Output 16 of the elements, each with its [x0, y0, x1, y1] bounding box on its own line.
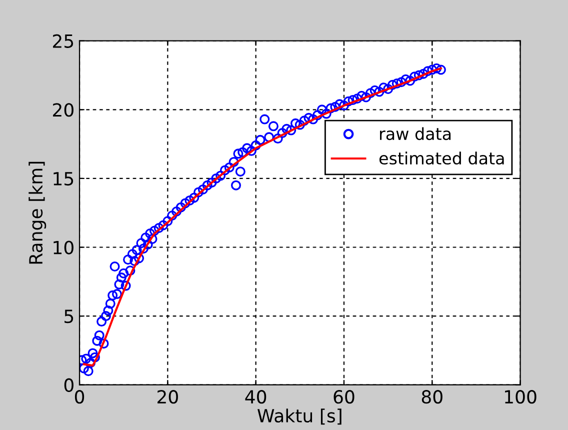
x-axis-title: Waktu [s]	[258, 408, 342, 425]
x-tick-label: 80	[422, 390, 442, 404]
y-tick-label: 25	[53, 34, 74, 48]
y-tick-label: 20	[53, 103, 74, 117]
y-tick-label: 0	[64, 378, 74, 392]
x-tick-label: 40	[245, 390, 266, 404]
y-tick-label: 10	[54, 240, 74, 254]
x-tick-label: 100	[505, 390, 536, 404]
x-tick-label: 0	[74, 390, 84, 404]
y-axis-title: Range [km]	[28, 162, 46, 264]
x-tick-label: 20	[158, 390, 178, 404]
legend-label: raw data	[380, 127, 451, 140]
y-tick-label: 15	[54, 172, 74, 186]
legend-label: estimated data	[379, 152, 504, 165]
y-tick-label: 5	[64, 310, 74, 324]
x-tick-label: 60	[334, 390, 354, 404]
